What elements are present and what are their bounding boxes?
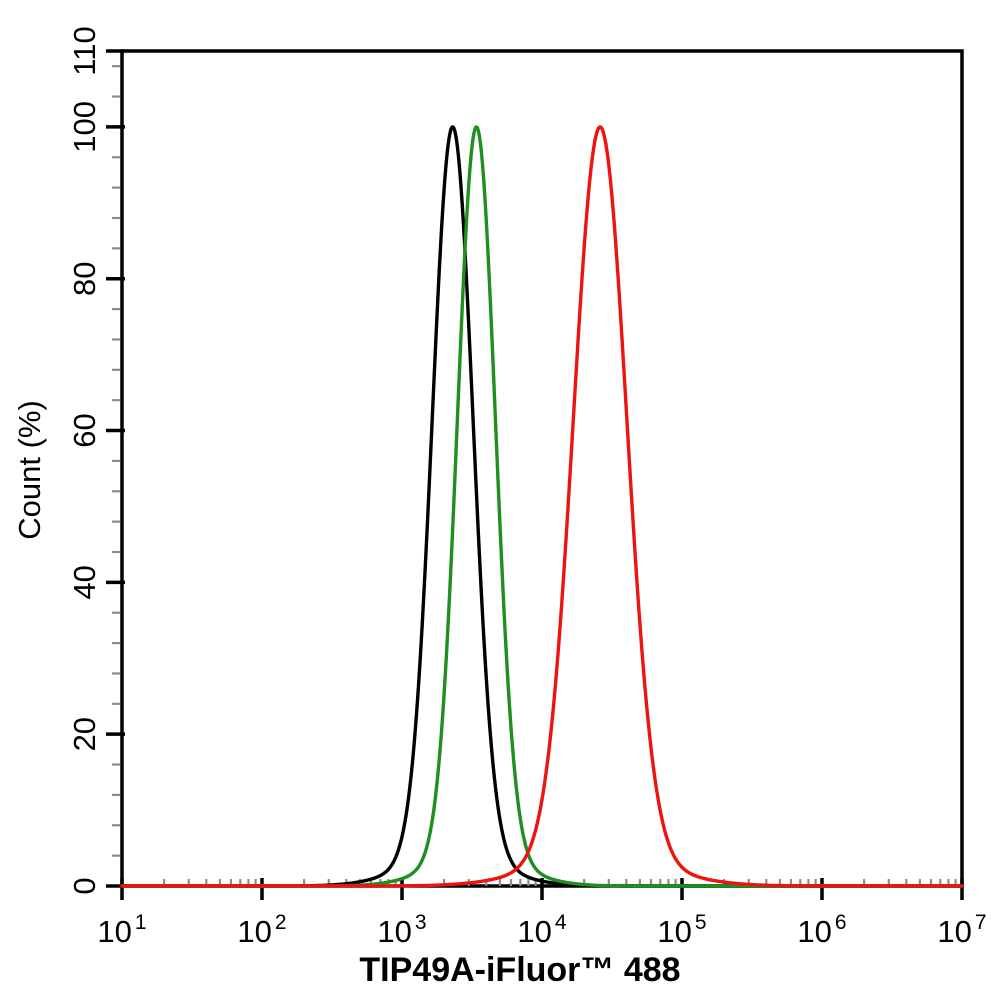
y-tick-label: 20: [67, 717, 102, 751]
x-axis-title: TIP49A-iFluor™ 488: [359, 951, 680, 989]
black-histogram-curve: [120, 125, 964, 888]
y-tick-label: 60: [67, 413, 102, 447]
green-histogram-curve: [120, 125, 964, 888]
y-tick-label: 80: [67, 261, 102, 295]
curves-layer: [120, 125, 964, 888]
y-tick-label: 0: [67, 877, 102, 894]
plot-box: [120, 49, 964, 888]
x-tick-label: 10 2: [237, 911, 286, 949]
y-tick-label: 40: [67, 565, 102, 599]
x-tick-label: 10 6: [797, 911, 846, 949]
x-tick-label: 10 1: [97, 911, 146, 949]
y-tick-label: 110: [67, 26, 102, 75]
x-tick-label: 10 4: [517, 911, 566, 949]
x-tick-label: 10 5: [657, 911, 706, 949]
x-tick-label: 10 7: [937, 911, 986, 949]
y-axis-title: Count (%): [12, 400, 47, 540]
y-tick-label: 100: [67, 101, 102, 153]
x-tick-label: 10 3: [377, 911, 426, 949]
red-histogram-curve: [120, 125, 964, 888]
axes-layer: 10 1 10 2 10 3 10 4 10 5 10 6 10 7 0 20 40 60 80 100 110: [67, 26, 987, 949]
